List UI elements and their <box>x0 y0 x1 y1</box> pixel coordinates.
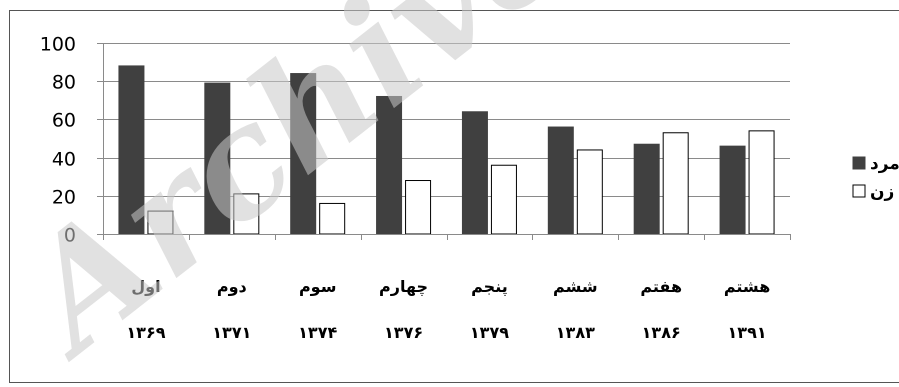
bar-female <box>491 165 516 234</box>
legend-label: مرد <box>870 154 899 174</box>
bar-female <box>577 150 602 234</box>
y-tick-label: 100 <box>40 34 76 56</box>
bar-male <box>634 144 659 234</box>
category-year-label: ۱۳۹۱ <box>728 323 767 342</box>
legend-swatch-female <box>853 185 865 197</box>
bar-male <box>462 112 487 234</box>
category-label: هشتم <box>724 277 770 296</box>
bar-female <box>406 181 431 234</box>
category-year-label: ۱۳۷۹ <box>470 323 509 342</box>
bar-male <box>548 127 573 234</box>
bar-female <box>749 131 774 234</box>
bar-male <box>720 146 745 234</box>
category-year-label: ۱۳۸۳ <box>556 323 595 342</box>
category-label: پنجم <box>471 277 508 297</box>
bar-female <box>663 133 688 234</box>
y-tick-label: 80 <box>52 72 76 94</box>
y-tick-label: 60 <box>52 110 76 132</box>
category-label: چهارم <box>379 277 428 297</box>
category-year-label: ۱۳۸۶ <box>642 323 681 342</box>
y-tick-label: 40 <box>52 149 76 171</box>
category-year-label: ۱۳۷۶ <box>384 323 423 342</box>
category-year-label: ۱۳۷۱ <box>212 323 251 342</box>
category-year-label: ۱۳۷۴ <box>298 323 337 342</box>
category-label: سوم <box>299 277 337 296</box>
category-label: ششم <box>553 277 598 296</box>
category-label: هفتم <box>640 277 682 296</box>
legend-swatch-male <box>853 157 865 169</box>
legend-label: زن <box>870 182 894 202</box>
